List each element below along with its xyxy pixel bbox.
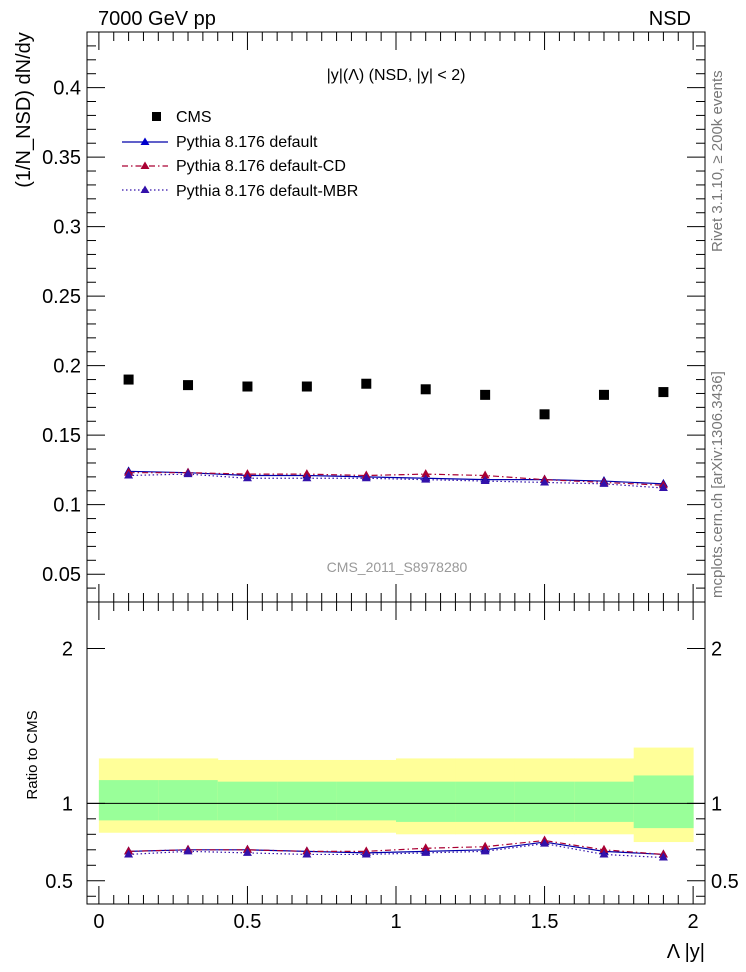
axis-ticks: 0.050.10.150.20.250.30.350.40.5 0.51 12 20 0… <box>42 31 739 933</box>
series-group <box>123 374 669 861</box>
mc-point-mbr <box>599 478 609 487</box>
y-tick-label: 0.05 <box>42 564 81 586</box>
x-tick-label: 2 <box>688 911 699 933</box>
legend-marker-mbr <box>140 185 150 193</box>
ratio-point-mbr <box>480 846 490 855</box>
mc-point-cd <box>242 469 252 478</box>
y-tick-label: 0.25 <box>42 286 81 308</box>
ratio-point-cd <box>421 843 431 852</box>
legend-label-cd: Pythia 8.176 default-CD <box>176 158 346 175</box>
mc-point-mbr <box>242 473 252 482</box>
x-tick-label: 0.5 <box>234 911 262 933</box>
band-inner-bin <box>396 781 456 822</box>
cms-data-point <box>658 387 669 398</box>
band-inner-bin <box>217 781 278 821</box>
mc-point-mbr <box>658 483 668 491</box>
ratio-line-cd <box>128 839 664 856</box>
band-inner-bin <box>574 781 635 822</box>
ratio-y-tick-label-right: 1 <box>711 793 722 815</box>
legend-label-cms: CMS <box>176 109 212 126</box>
ratio-point-mbr <box>242 847 252 856</box>
mc-point-mbr <box>302 473 312 482</box>
y-tick-label: 0.3 <box>53 217 81 239</box>
ratio-point-mbr <box>540 838 550 847</box>
band-inner-bin <box>514 781 575 822</box>
ratio-line-default <box>128 841 664 856</box>
x-tick-label: 1.5 <box>531 911 559 933</box>
mc-point-cd <box>480 470 490 479</box>
legend: CMS Pythia 8.176 default Pythia 8.176 de… <box>122 109 358 200</box>
cms-data-point <box>183 380 194 391</box>
y-tick-label: 0.35 <box>42 147 81 169</box>
mc-point-mbr <box>421 474 431 483</box>
mc-point-cd <box>421 469 431 478</box>
ratio-y-axis-title: Ratio to CMS <box>24 710 41 799</box>
y-tick-label: 0.4 <box>53 78 81 100</box>
cms-data-point <box>539 409 550 420</box>
ratio-point-cd <box>480 841 490 850</box>
cms-data-point <box>361 378 372 389</box>
ratio-y-tick-label-right: 0.5 <box>711 871 739 893</box>
mc-line-mbr <box>128 473 664 489</box>
legend-marker-cms <box>152 112 161 121</box>
ratio-point-mbr <box>599 849 609 858</box>
ratio-y-tick-label-right: 2 <box>711 638 722 660</box>
ratio-point-mbr <box>124 849 134 858</box>
x-tick-label: 1 <box>390 911 401 933</box>
band-inner-bin <box>455 781 516 822</box>
legend-label-default: Pythia 8.176 default <box>176 134 318 151</box>
x-axis-title: Λ |y| <box>667 941 705 963</box>
x-tick-label: 0 <box>93 911 104 933</box>
mc-point-mbr <box>183 469 193 478</box>
cms-data-point <box>420 384 431 395</box>
rivet-label: Rivet 3.1.10, ≥ 200k events <box>709 70 726 252</box>
ratio-bands <box>98 747 694 843</box>
legend-marker-cd <box>140 161 150 169</box>
mc-line-default <box>128 470 664 485</box>
ratio-point-mbr <box>658 852 668 861</box>
energy-label: 7000 GeV pp <box>98 8 216 30</box>
ratio-point-mbr <box>361 849 371 858</box>
band-inner-bin <box>633 775 694 829</box>
mc-line-cd <box>128 472 664 486</box>
y-axis-title: (1/N_NSD) dN/dy <box>13 32 35 188</box>
ratio-point-mbr <box>302 849 312 858</box>
mc-point-mbr <box>124 470 134 479</box>
mc-point-mbr <box>361 473 371 482</box>
mc-point-mbr <box>480 476 490 485</box>
ratio-y-tick-label: 1 <box>62 793 73 815</box>
ratio-frame <box>86 601 706 905</box>
legend-label-mbr: Pythia 8.176 default-MBR <box>176 183 358 200</box>
cms-data-point <box>598 389 609 400</box>
plot-title: |y|(Λ) (NSD, |y| < 2) <box>327 67 466 84</box>
ratio-y-tick-label: 2 <box>62 638 73 660</box>
cms-data-point <box>123 374 134 385</box>
y-tick-label: 0.15 <box>42 425 81 447</box>
band-inner-bin <box>98 780 159 821</box>
band-inner-bin <box>277 781 338 821</box>
process-label: NSD <box>649 8 691 30</box>
legend-marker-default <box>140 137 150 145</box>
ratio-line-mbr <box>128 842 664 859</box>
mc-point-mbr <box>540 477 550 486</box>
ratio-point-mbr <box>421 847 431 856</box>
cms-data-point <box>301 381 312 392</box>
band-inner-bin <box>158 780 219 821</box>
ratio-point-cd <box>599 844 609 853</box>
cms-data-point <box>242 381 253 392</box>
y-tick-label: 0.2 <box>53 356 81 378</box>
ratio-point-mbr <box>183 846 193 855</box>
ratio-y-tick-label: 0.5 <box>45 871 73 893</box>
mc-point-cd <box>302 469 312 478</box>
cms-data-point <box>480 389 491 400</box>
analysis-watermark: CMS_2011_S8978280 <box>327 559 468 575</box>
mcplots-label: mcplots.cern.ch [arXiv:1306.3436] <box>709 371 726 598</box>
band-inner-bin <box>336 781 397 821</box>
y-tick-label: 0.1 <box>53 495 81 517</box>
